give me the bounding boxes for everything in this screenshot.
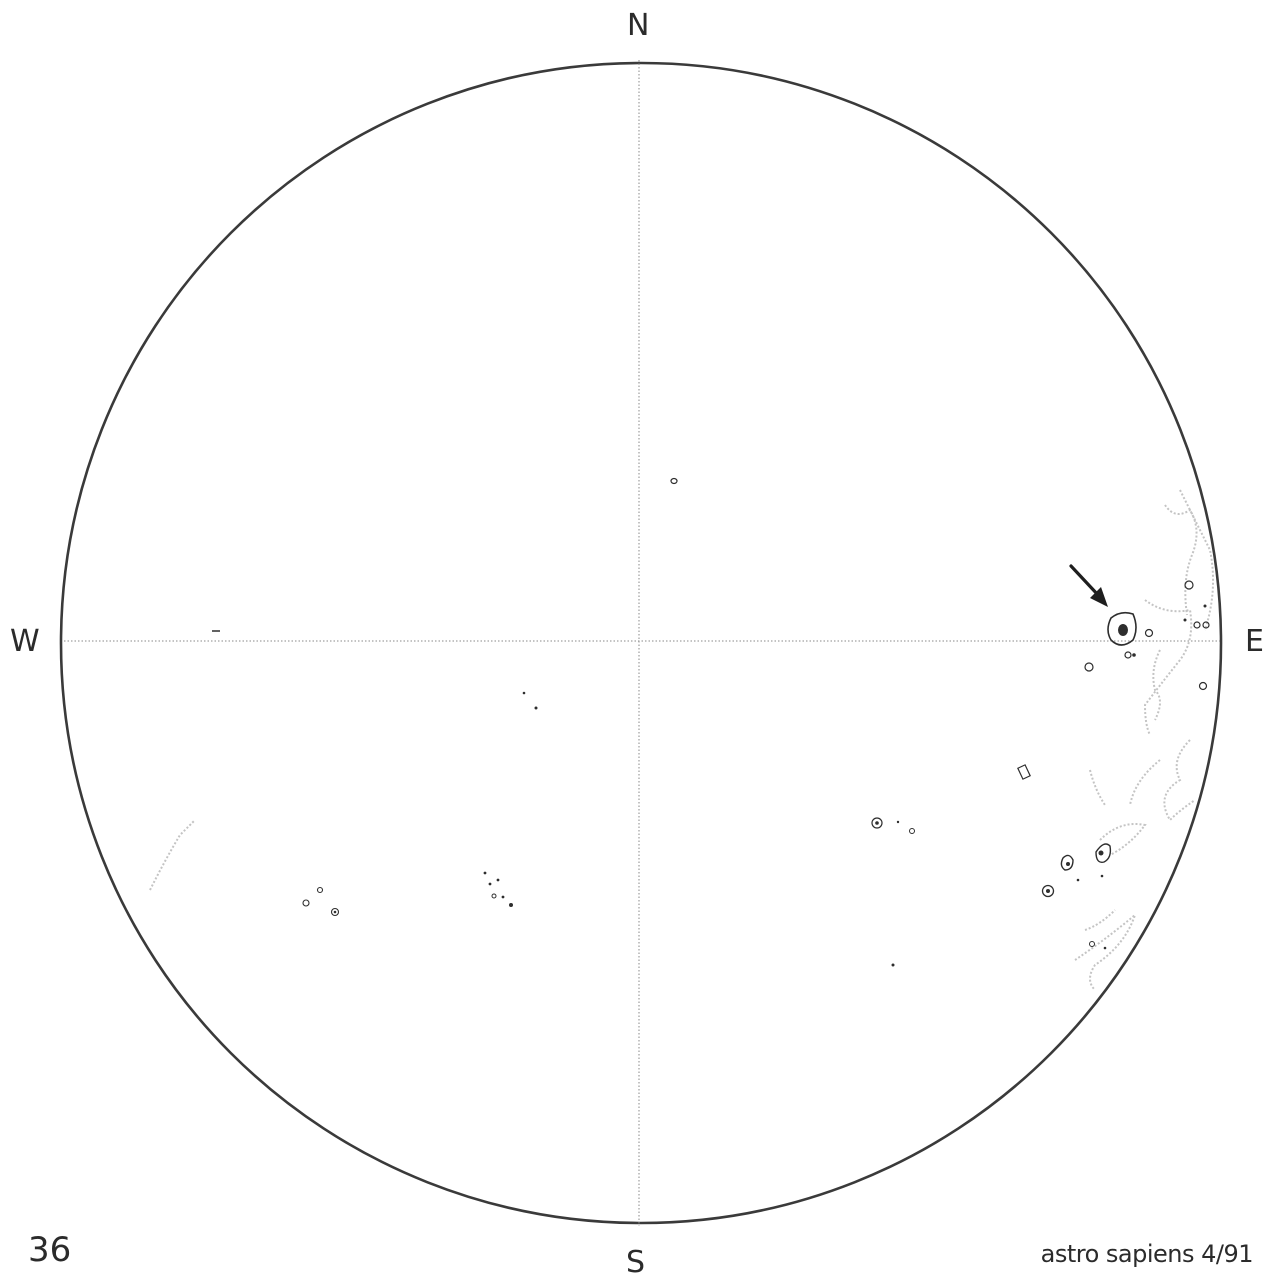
sunspot	[1046, 889, 1050, 893]
facula-region-2	[1179, 489, 1215, 631]
sunspot	[1100, 874, 1104, 878]
solar-disk-outline	[59, 61, 1223, 1225]
sunspot	[1017, 764, 1031, 780]
sunspot	[1193, 621, 1201, 629]
sunspot	[1184, 580, 1194, 590]
facula-region-11	[149, 819, 196, 891]
facula-region-10	[1084, 909, 1116, 931]
sunspot	[316, 886, 324, 894]
pointer-arrow-shaft	[1069, 564, 1101, 598]
sunspot	[1066, 862, 1070, 866]
facula-region-5	[1163, 739, 1196, 822]
sunspot	[501, 895, 505, 899]
facula-region-8	[1099, 823, 1147, 856]
sunspot	[1089, 941, 1095, 947]
sunspot	[1203, 604, 1207, 608]
facula-region-4	[1152, 649, 1161, 721]
sunspot	[496, 878, 500, 882]
sunspot	[483, 871, 487, 875]
sunspot-main	[1107, 611, 1137, 646]
sunspot	[1183, 618, 1187, 622]
sunspot	[1124, 651, 1132, 659]
sunspot-group-southeast	[1041, 843, 1112, 950]
sunspot	[1095, 843, 1112, 863]
facula-region-6	[1129, 759, 1161, 806]
sunspots	[212, 477, 1210, 967]
sunspot	[330, 907, 340, 917]
sunspot-main-penumbra	[1107, 611, 1137, 646]
sunspot	[491, 893, 497, 899]
sunspot	[488, 882, 492, 886]
sunspot-group-southwest-2	[483, 871, 513, 907]
sunspot	[909, 828, 915, 834]
credit-text: astro sapiens 4/91	[1040, 1240, 1254, 1268]
sunspot	[1132, 653, 1136, 657]
facula-region-7	[1089, 769, 1106, 806]
sunspot	[1202, 621, 1210, 629]
compass-west-label: W	[10, 624, 40, 659]
sunspot	[891, 963, 895, 967]
sunspot	[896, 820, 900, 824]
sunspot	[871, 817, 883, 829]
sunspot	[1084, 662, 1094, 672]
sunspot-group-southwest-1	[302, 886, 340, 917]
facula-region-1	[1164, 504, 1198, 616]
sunspot	[1198, 681, 1208, 691]
pointer-arrow-head	[1090, 587, 1108, 607]
sunspot	[534, 706, 538, 710]
sunspot-group-east-limb	[1084, 580, 1210, 691]
facula-region-9	[1074, 911, 1138, 991]
sunspot	[1144, 628, 1154, 638]
compass-south-label: S	[626, 1245, 646, 1280]
faculae	[149, 489, 1215, 991]
compass-east-label: E	[1245, 624, 1264, 659]
sunspot	[1041, 884, 1055, 898]
pointer-arrow	[1069, 564, 1108, 607]
sunspot	[1098, 850, 1104, 856]
sunspot	[333, 910, 337, 914]
sunspot	[302, 899, 310, 907]
sunspot	[522, 691, 526, 695]
sunspot	[509, 903, 513, 907]
sunspot	[1060, 854, 1074, 871]
compass-north-label: N	[627, 8, 650, 43]
sunspot-main-umbra	[1118, 624, 1128, 636]
facula-region-3	[1143, 599, 1193, 736]
sunspot	[1103, 946, 1107, 950]
sunspot	[1076, 878, 1080, 882]
sunspot	[875, 821, 879, 825]
page-number: 36	[28, 1230, 72, 1270]
sunspot	[670, 477, 678, 485]
